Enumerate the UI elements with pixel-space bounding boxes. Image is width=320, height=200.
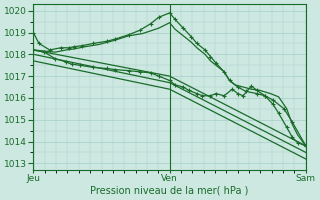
X-axis label: Pression niveau de la mer( hPa ): Pression niveau de la mer( hPa ) xyxy=(91,186,249,196)
